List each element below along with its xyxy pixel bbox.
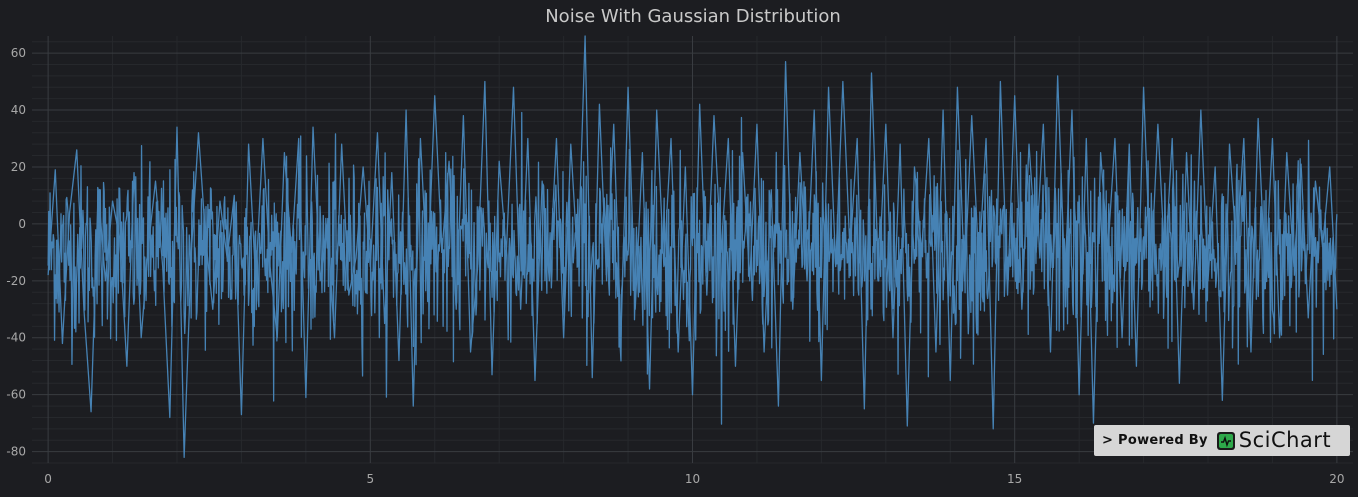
y-tick-label: -40 [6,331,26,345]
x-tick-label: 5 [366,472,374,486]
noise-series-peaks [47,35,1338,458]
x-axis[interactable]: 0 5 10 15 20 [44,472,1344,486]
y-tick-label: -20 [6,274,26,288]
scichart-logo-text: SciChart [1238,428,1332,452]
chart-title: Noise With Gaussian Distribution [545,6,841,27]
powered-by-watermark[interactable]: > Powered By SciChart [1094,425,1350,456]
y-tick-label: 0 [18,217,26,231]
x-tick-label: 20 [1329,472,1344,486]
y-tick-label: -80 [6,445,26,459]
series-group [47,35,1338,458]
y-tick-label: 60 [11,46,26,60]
x-tick-label: 15 [1007,472,1022,486]
powered-by-text: > Powered By [1102,433,1208,448]
y-tick-label: 20 [11,160,26,174]
x-tick-label: 10 [685,472,700,486]
y-axis[interactable]: -80 -60 -40 -20 0 20 40 60 [6,46,26,459]
scichart-logo-icon [1216,431,1235,450]
y-tick-label: -60 [6,388,26,402]
y-tick-label: 40 [11,103,26,117]
noise-series-line [47,111,1338,425]
x-tick-label: 0 [44,472,52,486]
